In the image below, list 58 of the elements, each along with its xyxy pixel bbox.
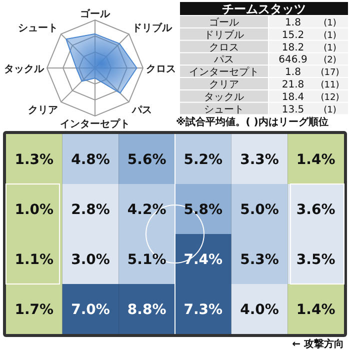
spoke-label: クロス bbox=[146, 64, 176, 75]
data-label: 5.0% bbox=[240, 202, 279, 218]
data-label: 1.1% bbox=[14, 252, 54, 268]
data-label: 18.2 bbox=[282, 42, 304, 54]
data-label: 1.0% bbox=[14, 202, 54, 218]
data-label: (1) bbox=[324, 105, 336, 116]
text: チームスタッツ bbox=[222, 2, 306, 16]
data-label: 5.3% bbox=[240, 252, 279, 268]
data-label: 646.9 bbox=[278, 54, 308, 66]
data-label: 4.2% bbox=[127, 202, 166, 218]
data-label: 3.0% bbox=[71, 252, 110, 268]
data-label: 4.8% bbox=[71, 152, 110, 168]
text: ※試合平均値。( )内はリーグ順位 bbox=[176, 116, 328, 128]
category-label: ドリブル bbox=[204, 28, 244, 41]
category-label: ゴール bbox=[209, 16, 239, 28]
data-label: 1.7% bbox=[14, 302, 54, 318]
data-label: (12) bbox=[320, 92, 340, 103]
data-label: 2.8% bbox=[71, 202, 110, 218]
category-label: クリア bbox=[209, 80, 239, 90]
spoke-label: パス bbox=[130, 104, 152, 116]
data-label: 3.3% bbox=[240, 152, 279, 168]
data-label: 8.8% bbox=[127, 302, 166, 318]
category-label: シュート bbox=[204, 104, 244, 116]
spoke-label: クリア bbox=[28, 104, 58, 116]
text: ← 攻撃方向 bbox=[292, 338, 344, 350]
data-label: (1) bbox=[324, 18, 336, 28]
data-label: 4.0% bbox=[240, 302, 279, 318]
data-label: 1.8 bbox=[285, 67, 301, 78]
data-label: (1) bbox=[324, 30, 336, 41]
data-label: 1.3% bbox=[14, 152, 54, 168]
data-label: 1.8 bbox=[285, 18, 301, 28]
data-label: (2) bbox=[324, 56, 336, 66]
category-label: インターセプト bbox=[189, 66, 259, 78]
data-label: 5.2% bbox=[184, 152, 223, 168]
data-label: 18.4 bbox=[282, 92, 304, 103]
data-label: 1.4% bbox=[296, 302, 336, 318]
data-label: (17) bbox=[320, 68, 340, 78]
data-label: (1) bbox=[324, 43, 336, 54]
spoke-label: ゴール bbox=[80, 8, 111, 20]
spoke-label: インターセプト bbox=[60, 118, 130, 130]
data-label: 13.5 bbox=[282, 104, 304, 116]
spoke-label: タックル bbox=[4, 64, 45, 75]
data-label: (11) bbox=[320, 80, 340, 90]
data-label: 15.2 bbox=[282, 30, 304, 41]
category-label: パス bbox=[213, 54, 234, 66]
data-label: 3.5% bbox=[296, 252, 336, 268]
data-label: 21.8 bbox=[282, 80, 304, 90]
data-label: 3.6% bbox=[296, 202, 336, 218]
spoke-label: ドリブル bbox=[132, 22, 173, 34]
spoke-label: シュート bbox=[18, 23, 58, 34]
category-label: クロス bbox=[209, 42, 239, 54]
data-label: 1.4% bbox=[296, 152, 336, 168]
data-label: 7.3% bbox=[184, 302, 223, 318]
data-label: 7.0% bbox=[71, 302, 110, 318]
data-label: 5.6% bbox=[127, 152, 166, 168]
category-label: タックル bbox=[204, 92, 244, 103]
data-label: 5.1% bbox=[127, 252, 166, 268]
data-label: 7.4% bbox=[184, 252, 223, 268]
